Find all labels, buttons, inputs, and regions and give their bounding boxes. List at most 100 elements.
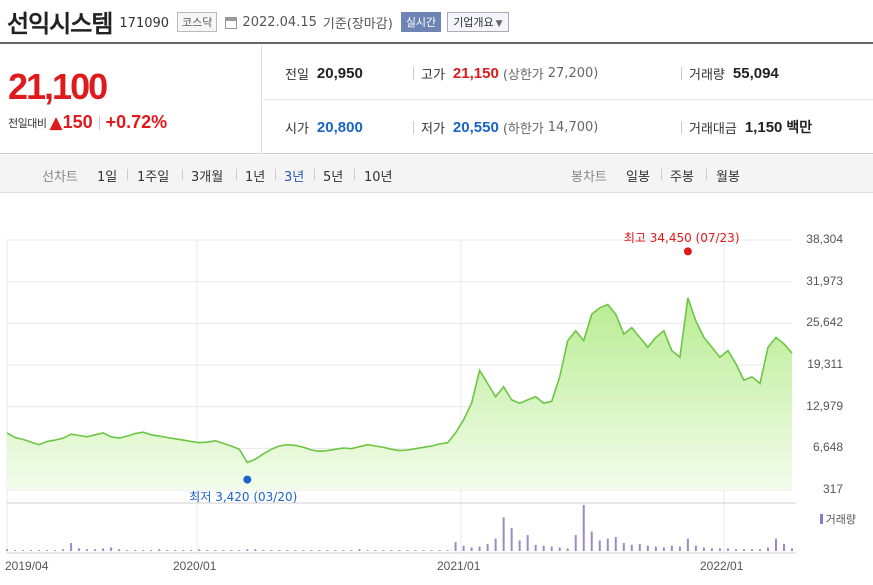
volume-bar bbox=[222, 550, 225, 551]
volume-bar bbox=[638, 543, 641, 551]
change-label: 전일대비 bbox=[8, 116, 47, 130]
volume-legend-label: 거래량 bbox=[825, 513, 856, 526]
y-tick-label: 25,642 bbox=[806, 315, 843, 330]
volume-bar bbox=[302, 550, 305, 551]
tab-5y[interactable]: 5년 bbox=[323, 170, 344, 185]
volume-bar bbox=[646, 545, 649, 551]
volume-bar bbox=[326, 550, 329, 551]
volume-bar bbox=[542, 545, 545, 551]
change-percent: +0.72% bbox=[105, 112, 168, 132]
volume-bar bbox=[654, 546, 657, 551]
tab-monthly[interactable]: 월봉 bbox=[716, 170, 740, 185]
volume-bar bbox=[566, 548, 569, 551]
tab-weekly[interactable]: 주봉 bbox=[670, 170, 694, 185]
prev-close: 전일 20,950 bbox=[285, 46, 363, 100]
tab-1y[interactable]: 1년 bbox=[245, 170, 266, 185]
volume-bar bbox=[390, 550, 393, 551]
volume-bar bbox=[662, 547, 665, 551]
current-price: 21,100 bbox=[8, 66, 108, 107]
price-change: 전일대비 ▲ 150 +0.72% bbox=[8, 112, 167, 133]
volume-bar bbox=[366, 550, 369, 551]
volume-bar bbox=[310, 550, 313, 551]
y-tick-label: 6,648 bbox=[812, 440, 843, 455]
up-arrow-icon: ▲ bbox=[49, 112, 63, 133]
volume-swatch bbox=[819, 514, 823, 524]
volume-bar bbox=[438, 550, 441, 551]
volume-bar bbox=[150, 550, 153, 551]
volume-bar bbox=[54, 550, 57, 551]
volume-bar bbox=[590, 531, 593, 551]
volume-bar bbox=[374, 550, 377, 551]
volume-bar bbox=[502, 517, 505, 551]
tab-1d[interactable]: 1일 bbox=[97, 170, 118, 185]
tab-3m[interactable]: 3개월 bbox=[191, 170, 224, 185]
volume-bar bbox=[614, 536, 617, 551]
volume-bar bbox=[358, 549, 361, 551]
volume-bar bbox=[38, 550, 41, 551]
divider bbox=[661, 169, 662, 180]
volume-bar bbox=[334, 550, 337, 551]
x-tick-label: 2020/01 bbox=[173, 559, 217, 573]
tab-3y[interactable]: 3년 bbox=[284, 170, 305, 185]
volume-bar bbox=[622, 543, 625, 551]
chart-period-tabs: 선차트 1일 1주일 3개월 1년 3년 5년 10년 봉차트 일봉 주봉 월봉 bbox=[0, 155, 873, 193]
volume-bar bbox=[470, 547, 473, 551]
volume-bar bbox=[710, 548, 713, 551]
realtime-button[interactable]: 실시간 bbox=[400, 12, 442, 32]
volume-bar bbox=[606, 538, 609, 551]
tab-daily[interactable]: 일봉 bbox=[626, 170, 650, 185]
low-price: 저가 20,550 (하한가 14,700) bbox=[421, 100, 598, 154]
divider bbox=[681, 121, 682, 134]
volume-bar bbox=[758, 549, 761, 551]
company-overview-label: 기업개요 bbox=[453, 16, 494, 29]
volume-bar bbox=[486, 543, 489, 551]
divider bbox=[413, 67, 414, 80]
volume-bar bbox=[678, 546, 681, 551]
volume-bar bbox=[574, 535, 577, 551]
volume-bar bbox=[46, 550, 49, 551]
volume-bar bbox=[430, 550, 433, 551]
volume-bar bbox=[414, 550, 417, 551]
tab-1w[interactable]: 1주일 bbox=[137, 170, 170, 185]
calendar-icon bbox=[225, 16, 238, 29]
open-value: 20,800 bbox=[316, 118, 363, 136]
volume-bar bbox=[102, 548, 105, 551]
volume-bar bbox=[782, 543, 785, 551]
trade-amount-label: 거래대금 bbox=[689, 121, 737, 137]
price-chart[interactable]: 38,304 31,973 25,642 19,311 12,979 6,648 317 2… bbox=[0, 193, 873, 585]
trade-amount-value: 1,150 bbox=[744, 118, 783, 136]
volume-bar bbox=[670, 545, 673, 551]
volume-bar bbox=[518, 540, 521, 551]
price-summary: 21,100 전일대비 ▲ 150 +0.72% bbox=[0, 46, 262, 154]
quote-basis: 기준(장마감) bbox=[322, 17, 393, 32]
volume-bar bbox=[262, 550, 265, 551]
volume-bar bbox=[142, 550, 145, 551]
lower-limit-value: 14,700) bbox=[547, 119, 599, 135]
volume-bar bbox=[158, 549, 161, 551]
change-amount: 150 bbox=[62, 112, 93, 132]
volume-bar bbox=[78, 548, 81, 551]
volume-bar bbox=[742, 549, 745, 551]
tab-10y[interactable]: 10년 bbox=[364, 170, 393, 185]
volume-bar bbox=[446, 550, 449, 551]
trade-amount-unit: 백만 bbox=[786, 120, 813, 136]
dropdown-arrow-icon: ▼ bbox=[495, 19, 503, 29]
company-overview-button[interactable]: 기업개요 ▼ bbox=[447, 12, 509, 32]
volume-bar bbox=[454, 542, 457, 551]
y-tick-label: 38,304 bbox=[806, 232, 843, 246]
volume-bar bbox=[526, 535, 529, 551]
volume-bar bbox=[510, 528, 513, 551]
volume-bar bbox=[294, 550, 297, 551]
volume-bar bbox=[182, 550, 185, 551]
low-label: 저가 bbox=[421, 121, 445, 137]
low-value: 20,550 bbox=[452, 118, 499, 136]
volume-bar bbox=[126, 550, 129, 551]
volume-bar bbox=[134, 550, 137, 551]
volume-bar bbox=[718, 548, 721, 551]
prev-close-label: 전일 bbox=[285, 67, 309, 83]
price-area bbox=[7, 297, 792, 490]
divider bbox=[706, 169, 707, 180]
y-tick-label: 19,311 bbox=[807, 357, 843, 371]
high-annotation: 최고 34,450 (07/23) bbox=[623, 231, 740, 246]
low-marker bbox=[243, 475, 252, 484]
